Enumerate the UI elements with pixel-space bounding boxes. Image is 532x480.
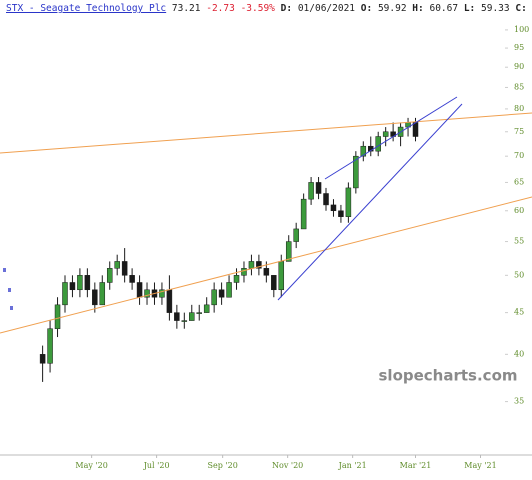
channel-line bbox=[277, 103, 463, 301]
candle-body bbox=[159, 289, 165, 298]
x-tick-label: May '20 bbox=[75, 461, 107, 470]
candle-body bbox=[181, 320, 188, 322]
field-value: 59.33 bbox=[481, 3, 510, 14]
candle-body bbox=[345, 187, 352, 217]
candle-body bbox=[263, 268, 270, 276]
candle-body bbox=[293, 228, 299, 242]
candle-body bbox=[189, 312, 195, 321]
change: -2.73 bbox=[206, 3, 235, 14]
y-tick-label: 65 bbox=[514, 177, 524, 186]
trend-line bbox=[0, 112, 532, 154]
candle-body bbox=[382, 131, 389, 137]
marker bbox=[3, 268, 6, 272]
candle-body bbox=[315, 182, 322, 194]
candle-body bbox=[226, 282, 232, 298]
candle-body bbox=[84, 275, 91, 291]
symbol-link[interactable]: STX - Seagate Technology Plc bbox=[6, 3, 167, 14]
field-value: 59.92 bbox=[377, 3, 407, 14]
candle-body bbox=[330, 204, 337, 212]
y-tick-label: 60 bbox=[514, 206, 524, 215]
candle-body bbox=[285, 241, 292, 262]
marker bbox=[10, 306, 13, 310]
field-value: 60.67 bbox=[429, 3, 459, 14]
candle-body bbox=[308, 182, 314, 200]
candle-body bbox=[233, 275, 240, 283]
candle-body bbox=[144, 289, 150, 298]
candle-body bbox=[129, 275, 135, 283]
change-pct: -3.59% bbox=[240, 3, 275, 14]
field-value: 01/06/2021 bbox=[297, 3, 356, 14]
candle-body bbox=[218, 289, 225, 298]
candle-body bbox=[39, 354, 46, 364]
candle-body bbox=[338, 210, 344, 217]
candle-body bbox=[412, 122, 419, 137]
quote-header: STX - Seagate Technology Plc 73.21 -2.73… bbox=[6, 3, 532, 14]
ohlc-fields: D: 01/06/2021 O: 59.92 H: 60.67 L: 59.33… bbox=[281, 3, 532, 14]
candle-body bbox=[92, 289, 98, 306]
field-label: O: bbox=[360, 3, 373, 14]
watermark: slopecharts.com bbox=[379, 367, 518, 385]
candles bbox=[39, 117, 419, 382]
y-tick-label: 80 bbox=[514, 104, 524, 113]
candle-body bbox=[196, 312, 202, 314]
candle-body bbox=[54, 304, 61, 329]
candle-body bbox=[166, 289, 173, 313]
field-label: H: bbox=[412, 3, 424, 14]
candle-body bbox=[174, 312, 180, 321]
y-tick-label: 40 bbox=[514, 349, 524, 358]
trend-line bbox=[0, 196, 532, 334]
candle-body bbox=[69, 282, 76, 291]
y-tick-label: 55 bbox=[514, 237, 524, 246]
candle-body bbox=[360, 145, 367, 157]
candle-body bbox=[77, 275, 83, 291]
x-tick-label: Jan '21 bbox=[338, 461, 367, 470]
field-label: D: bbox=[280, 3, 293, 14]
candle-body bbox=[271, 275, 277, 291]
candle-body bbox=[256, 261, 262, 269]
y-tick-label: 70 bbox=[514, 151, 524, 160]
candle-body bbox=[203, 304, 210, 313]
field-label: L: bbox=[463, 3, 476, 14]
candle-body bbox=[106, 268, 113, 283]
y-tick-label: 35 bbox=[514, 397, 524, 406]
candle-body bbox=[136, 282, 143, 298]
marker bbox=[8, 288, 11, 292]
channel-line bbox=[324, 96, 458, 180]
candle-body bbox=[62, 282, 68, 306]
candle-body bbox=[323, 193, 329, 206]
candle-body bbox=[375, 136, 381, 152]
candle-body bbox=[114, 261, 120, 269]
y-tick-label: 45 bbox=[514, 308, 524, 317]
x-tick-label: Mar '21 bbox=[400, 461, 432, 470]
last-price: 73.21 bbox=[171, 3, 201, 14]
candle-body bbox=[278, 261, 285, 291]
candle-body bbox=[47, 328, 53, 364]
candle-body bbox=[121, 261, 128, 276]
candle-body bbox=[211, 289, 217, 306]
x-tick-label: Sep '20 bbox=[208, 461, 238, 470]
x-tick-label: Jul '20 bbox=[143, 461, 170, 470]
y-tick-label: 90 bbox=[514, 62, 524, 71]
field-label: C: bbox=[515, 3, 527, 14]
y-tick-label: 50 bbox=[514, 270, 524, 279]
x-tick-label: May '21 bbox=[464, 461, 496, 470]
candle-body bbox=[99, 282, 106, 306]
candle-body bbox=[241, 268, 247, 276]
x-tick-label: Nov '20 bbox=[272, 461, 303, 470]
candle-body bbox=[300, 198, 307, 230]
y-tick-label: 85 bbox=[514, 82, 524, 91]
y-tick-label: 95 bbox=[514, 43, 524, 52]
y-tick-label: 75 bbox=[514, 127, 524, 136]
candle-body bbox=[248, 261, 255, 269]
candle-body bbox=[353, 155, 359, 189]
y-tick-label: 100 bbox=[514, 25, 529, 34]
